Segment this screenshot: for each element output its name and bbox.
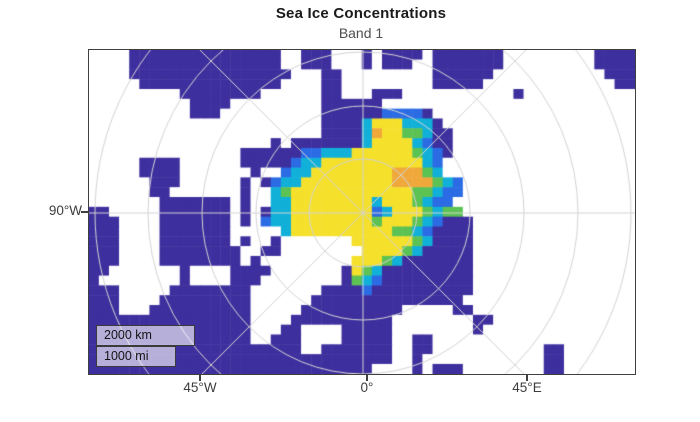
y-tick-mark <box>81 211 88 213</box>
scalebar-km: 2000 km <box>96 325 195 346</box>
map-canvas <box>89 50 635 374</box>
scalebar-mi: 1000 mi <box>96 345 176 367</box>
chart-title: Sea Ice Concentrations <box>275 5 447 22</box>
x-tick-mark-45w <box>199 374 201 381</box>
chart-subtitle: Band 1 <box>338 25 384 41</box>
x-tick-label-45e: 45°E <box>512 380 542 395</box>
x-tick-mark-45e <box>526 374 528 381</box>
map-axes <box>88 49 636 375</box>
y-tick-label-90w: 90°W <box>48 203 82 218</box>
x-tick-mark-0 <box>366 374 368 381</box>
x-tick-label-45w: 45°W <box>183 380 217 395</box>
x-tick-label-0: 0° <box>360 380 374 395</box>
